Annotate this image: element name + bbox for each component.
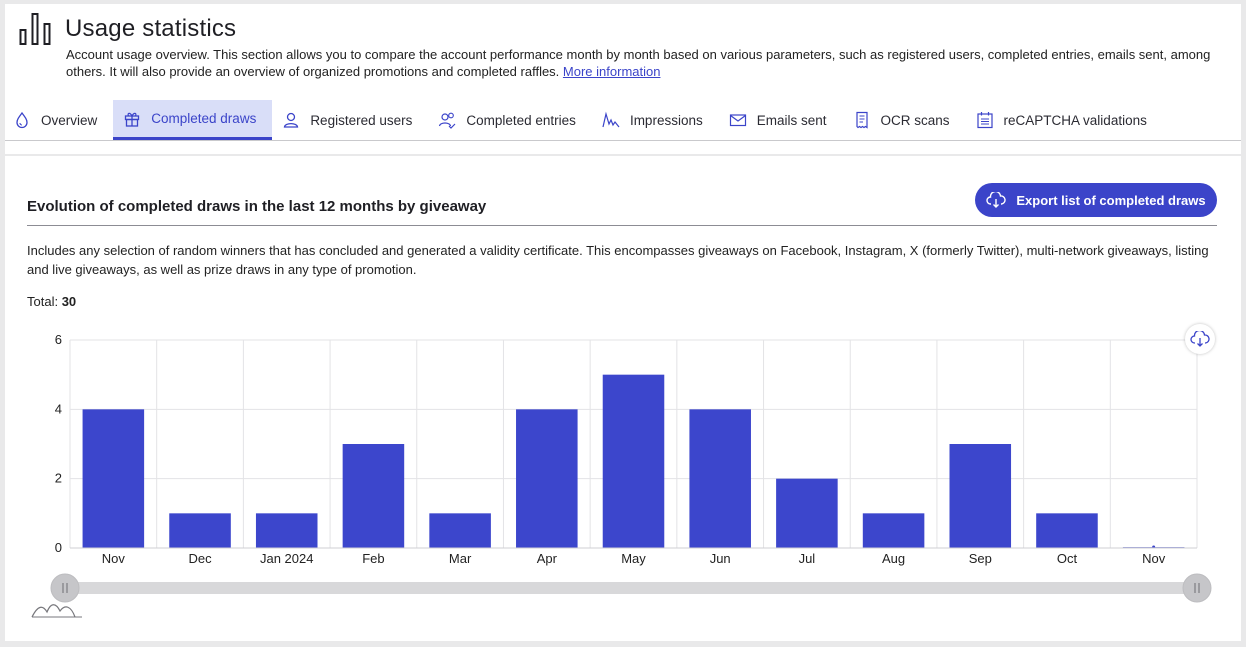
tab-ocr-scans[interactable]: OCR scans (843, 100, 966, 140)
total-label: Total: (27, 294, 59, 309)
x-tick-label: Sep (969, 551, 992, 566)
calendar-list-icon (976, 112, 993, 129)
more-information-link[interactable]: More information (562, 63, 661, 79)
x-tick-label: Apr (537, 551, 558, 566)
tab-label: Impressions (629, 112, 703, 128)
bar[interactable] (949, 444, 1012, 548)
cloud-download-icon (986, 192, 1007, 208)
tab-registered-users[interactable]: Registered users (272, 100, 428, 140)
bar[interactable] (776, 478, 838, 548)
tab-label: reCAPTCHA validations (1003, 112, 1147, 128)
total-value: 30 (61, 294, 77, 309)
y-tick-label: 6 (55, 332, 62, 347)
completed-draws-panel: Evolution of completed draws in the last… (5, 156, 1241, 641)
x-tick-label: Nov (1142, 551, 1166, 566)
y-tick-label: 2 (55, 471, 62, 486)
tab-label: Completed entries (466, 112, 576, 128)
receipt-icon (855, 111, 868, 129)
tab-impressions[interactable]: Impressions (592, 100, 719, 140)
bar[interactable] (516, 409, 578, 548)
x-tick-label: Feb (362, 551, 384, 566)
tab-recaptcha-validations[interactable]: reCAPTCHA validations (966, 100, 1163, 140)
x-tick-label: Nov (102, 551, 126, 566)
x-tick-label: Jul (799, 551, 816, 566)
page-title: Usage statistics (65, 15, 237, 42)
page-header: Usage statistics Account usage overview.… (5, 4, 1241, 154)
x-tick-label: Aug (882, 551, 905, 566)
y-tick-label: 0 (55, 540, 62, 555)
total-summary: Total: 30 (27, 294, 76, 309)
bar[interactable] (689, 409, 751, 548)
title-divider (27, 225, 1217, 226)
range-start-handle[interactable] (50, 573, 80, 603)
x-tick-label: Jun (710, 551, 731, 566)
tab-label: Emails sent (756, 112, 827, 128)
chart-title: Evolution of completed draws in the last… (27, 198, 487, 215)
bar-chart-icon (19, 13, 51, 45)
x-tick-label: May (621, 551, 646, 566)
y-tick-label: 4 (55, 401, 62, 416)
envelope-icon (729, 114, 746, 127)
tab-overview[interactable]: Overview (5, 100, 113, 140)
cloud-download-icon (1190, 331, 1210, 347)
tab-label: Completed draws (151, 111, 257, 126)
navigator-preview-icon (31, 604, 76, 618)
export-completed-draws-button[interactable]: Export list of completed draws (975, 183, 1217, 217)
bar[interactable] (255, 513, 318, 548)
stats-tabs: Overview Completed draws Registered user… (5, 100, 1241, 141)
tab-label: Registered users (310, 112, 413, 128)
x-tick-label: Oct (1057, 551, 1078, 566)
bar[interactable] (429, 513, 491, 548)
bar[interactable] (82, 409, 145, 548)
range-end-handle[interactable] (1182, 573, 1212, 603)
tab-emails-sent[interactable]: Emails sent (719, 100, 843, 140)
chart-download-button[interactable] (1185, 324, 1215, 354)
bar[interactable] (602, 374, 665, 548)
tab-label: OCR scans (880, 112, 950, 128)
bar[interactable] (169, 513, 231, 548)
bar[interactable] (342, 444, 405, 548)
bar[interactable] (862, 513, 925, 548)
bar-chart: 0 2 4 6 Nov Dec Jan 2024 Feb Mar Apr May Jun Jul Aug S… (31, 332, 1212, 618)
bar[interactable] (1036, 513, 1098, 548)
tab-label: Overview (41, 112, 98, 128)
gift-icon (125, 112, 140, 127)
tab-completed-entries[interactable]: Completed entries (428, 100, 592, 140)
intro-description: Account usage overview. This section all… (66, 47, 1211, 79)
user-icon (284, 112, 299, 128)
drop-icon (16, 111, 28, 129)
range-slider-track[interactable] (65, 582, 1197, 594)
x-tick-label: Mar (449, 551, 472, 566)
chart-description: Includes any selection of random winners… (27, 243, 1209, 277)
tab-completed-draws[interactable]: Completed draws (113, 100, 273, 140)
intro-text: Account usage overview. This section all… (66, 47, 1216, 80)
export-label: Export list of completed draws (1016, 192, 1206, 208)
x-tick-label: Dec (188, 551, 212, 566)
users-check-icon (439, 112, 456, 129)
line-spark-icon (602, 111, 620, 128)
x-tick-label: Jan 2024 (260, 551, 314, 566)
